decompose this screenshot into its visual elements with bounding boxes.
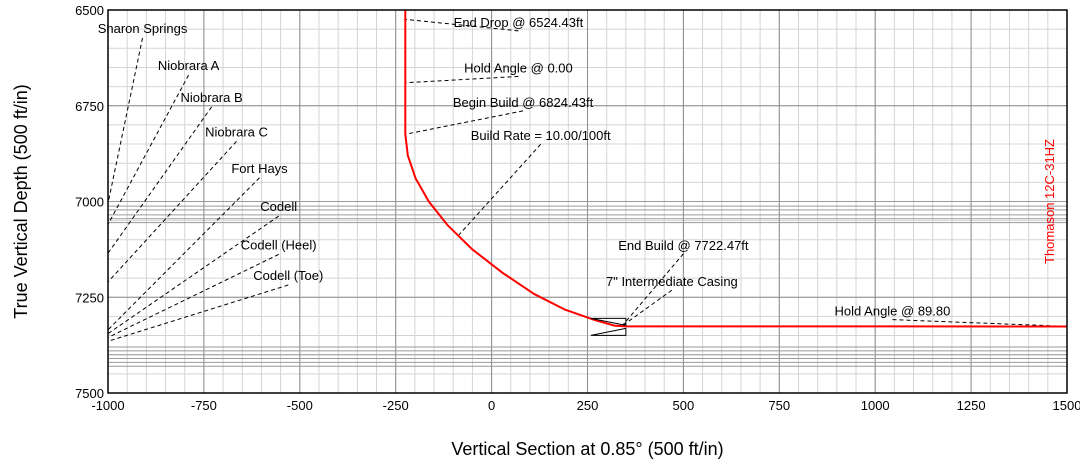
formation-label: Niobrara B (181, 90, 243, 105)
formation-label: Niobrara A (158, 58, 220, 73)
formation-leader-line (107, 253, 279, 338)
casing-marker (590, 317, 627, 336)
formation-label: Codell (260, 199, 297, 214)
formation-label: Codell (Heel) (241, 237, 317, 252)
annotation-leader-line (458, 143, 542, 236)
formation-leader-line (107, 284, 289, 342)
y-tick-label: 7250 (75, 290, 104, 305)
formation-leader-line (107, 141, 237, 283)
x-tick-label: 750 (768, 398, 790, 413)
x-tick-label: -500 (287, 398, 313, 413)
annotation-leader-line (892, 319, 1068, 327)
annotation-label: Hold Angle @ 0.00 (464, 60, 573, 75)
x-tick-label: 0 (488, 398, 495, 413)
formation-label: Sharon Springs (98, 21, 188, 36)
formation-leader-line (107, 177, 260, 331)
x-axis-title: Vertical Section at 0.85° (500 ft/in) (451, 439, 723, 459)
x-tick-label: 1250 (957, 398, 986, 413)
leader-lines (107, 18, 1068, 342)
y-axis-title: True Vertical Depth (500 ft/in) (11, 84, 31, 318)
x-tick-label: -250 (383, 398, 409, 413)
annotation-leader-line (621, 253, 684, 327)
series-group (404, 10, 1068, 328)
formation-leader-line (107, 74, 189, 225)
x-tick-label: 1500 (1053, 398, 1080, 413)
annotation-labels: Sharon Springs Niobrara A Niobrara B Niobra… (98, 15, 951, 319)
formation-leader-line (107, 37, 144, 204)
annotation-leader-line (405, 75, 519, 84)
annotation-label: End Build @ 7722.47ft (618, 238, 749, 253)
x-tick-label: -1000 (91, 398, 124, 413)
formation-lines (108, 201, 1067, 367)
formation-label: Niobrara C (205, 124, 268, 139)
y-tick-label: 6750 (75, 99, 104, 114)
y-tick-label: 7000 (75, 195, 104, 210)
x-tick-label: 1000 (861, 398, 890, 413)
x-tick-label: -750 (191, 398, 217, 413)
y-tick-label: 6500 (75, 3, 104, 18)
annotation-label: End Drop @ 6524.43ft (454, 15, 584, 30)
casing-shoe-top (590, 317, 627, 326)
annotation-label: Build Rate = 10.00/100ft (471, 128, 611, 143)
annotation-label: Hold Angle @ 89.80 (835, 304, 951, 319)
annotation-leader-line (405, 18, 519, 32)
annotation-leader-line (405, 110, 524, 135)
x-tick-label: 500 (673, 398, 695, 413)
formation-leader-line (107, 106, 212, 254)
formation-label: Codell (Toe) (253, 268, 323, 283)
formation-label: Fort Hays (231, 161, 288, 176)
casing-shoe-bottom (590, 327, 627, 336)
well-name-label: Thomason 12C-31HZ (1042, 139, 1057, 264)
y-tick-label: 7500 (75, 386, 104, 401)
annotation-label: 7" Intermediate Casing (606, 274, 738, 289)
x-tick-label: 250 (577, 398, 599, 413)
plot-frame (107, 9, 1068, 394)
annotation-label: Begin Build @ 6824.43ft (453, 95, 594, 110)
x-ticks: -1000 -750 -500 -250 0 250 500 750 1000 1250 1500 (91, 398, 1080, 413)
y-ticks: 6500 6750 7000 7250 7500 (75, 3, 104, 401)
well-path-line (404, 10, 1068, 328)
annotation-leader-line (621, 289, 673, 327)
